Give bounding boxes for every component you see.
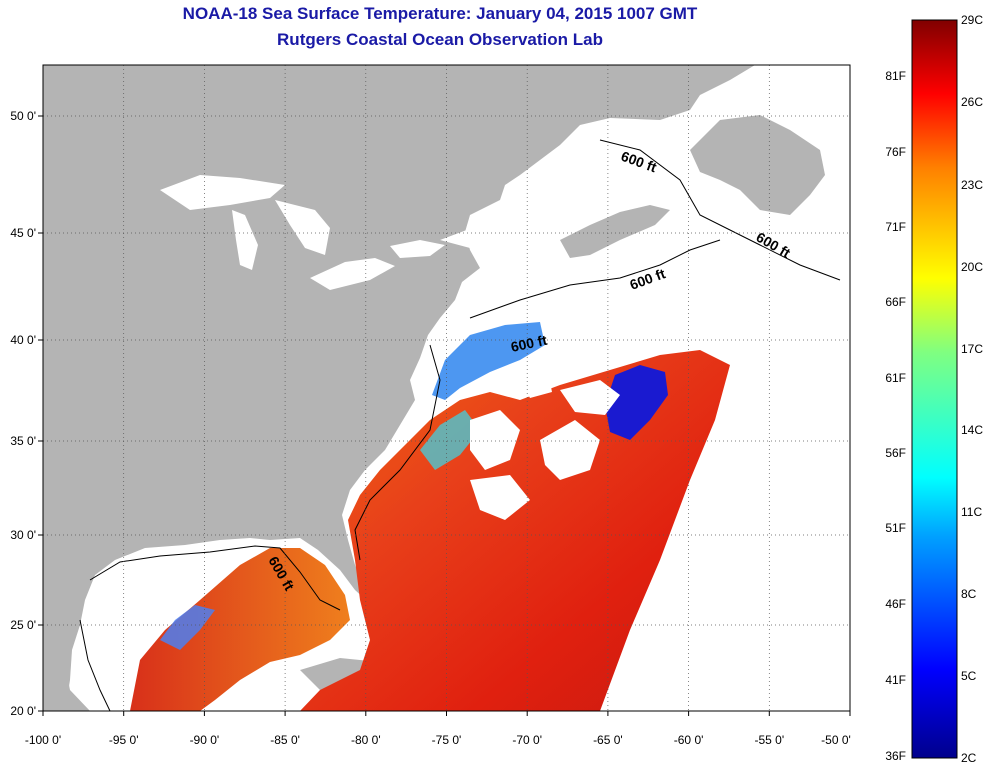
x-tick-label: -75 0' [432,733,462,747]
y-tick-label: 50 0' [10,109,36,123]
cloud-gaps [470,372,620,520]
sst-cold-patch [605,365,668,440]
sst-shelf-cool [432,322,545,400]
colorbar-c-label: 2C [961,751,977,765]
contour-label-600ft-4: 600 ft [509,332,548,355]
x-tick-label: -55 0' [754,733,784,747]
gulf-st-lawrence [440,120,700,248]
colorbar-f-label: 71F [885,220,906,234]
colorbar-f-label: 36F [885,749,906,763]
land-north-america [43,65,755,711]
land-nova-scotia [560,205,670,258]
land-yucatan [43,640,90,711]
sst-shelf-cyan [420,410,480,470]
colorbar-c-label: 17C [961,342,983,356]
x-tick-label: -65 0' [593,733,623,747]
y-tick-labels: 20 0' 25 0' 30 0' 35 0' 40 0' 45 0' 50 0… [10,109,36,718]
colorbar-f-label: 81F [885,69,906,83]
map-title: NOAA-18 Sea Surface Temperature: January… [182,4,698,23]
colorbar-f-label: 46F [885,597,906,611]
colorbar-c-label: 20C [961,260,983,274]
sst-gulf-of-mexico [130,548,350,711]
y-tick-label: 20 0' [10,704,36,718]
colorbar-f-label: 41F [885,673,906,687]
x-ticks [42,711,851,716]
sst-atlantic-swath [300,350,730,711]
colorbar-f-label: 76F [885,145,906,159]
y-tick-label: 30 0' [10,528,36,542]
great-lakes [160,175,445,290]
graticule [43,65,850,711]
colorbar-c-label: 26C [961,95,983,109]
colorbar-c-label: 8C [961,587,977,601]
x-tick-label: -80 0' [351,733,381,747]
y-tick-label: 40 0' [10,333,36,347]
colorbar-f-label: 66F [885,295,906,309]
x-tick-label: -95 0' [109,733,139,747]
land-newfoundland [690,115,825,215]
x-tick-label: -70 0' [512,733,542,747]
x-tick-label: -90 0' [190,733,220,747]
x-tick-label: -50 0' [821,733,851,747]
x-tick-label: -100 0' [25,733,61,747]
y-tick-label: 35 0' [10,434,36,448]
colorbar-f-label: 61F [885,371,906,385]
y-tick-label: 45 0' [10,226,36,240]
map-plot-area: 600 ft 600 ft 600 ft 600 ft 600 ft [43,65,850,711]
colorbar-c-label: 11C [961,505,982,519]
y-ticks [38,115,43,712]
colorbar-c-label: 5C [961,669,977,683]
depth-contours [79,139,841,711]
colorbar-ramp [911,19,958,759]
map-subtitle: Rutgers Coastal Ocean Observation Lab [277,30,603,49]
colorbar-c-label: 29C [961,13,983,27]
y-tick-label: 25 0' [10,618,36,632]
x-tick-labels: -100 0' -95 0' -90 0' -85 0' -80 0' -75 … [25,733,851,747]
colorbar-f-label: 51F [885,521,906,535]
x-tick-label: -60 0' [674,733,704,747]
colorbar-c-label: 23C [961,178,983,192]
x-tick-label: -85 0' [270,733,300,747]
colorbar-f-label: 56F [885,446,906,460]
colorbar-c-label: 14C [961,423,983,437]
colorbar: 29C 26C 23C 20C 17C 14C 11C 8C 5C 2C 81F… [885,13,983,765]
sst-gulf-coastal-cool [160,605,215,650]
